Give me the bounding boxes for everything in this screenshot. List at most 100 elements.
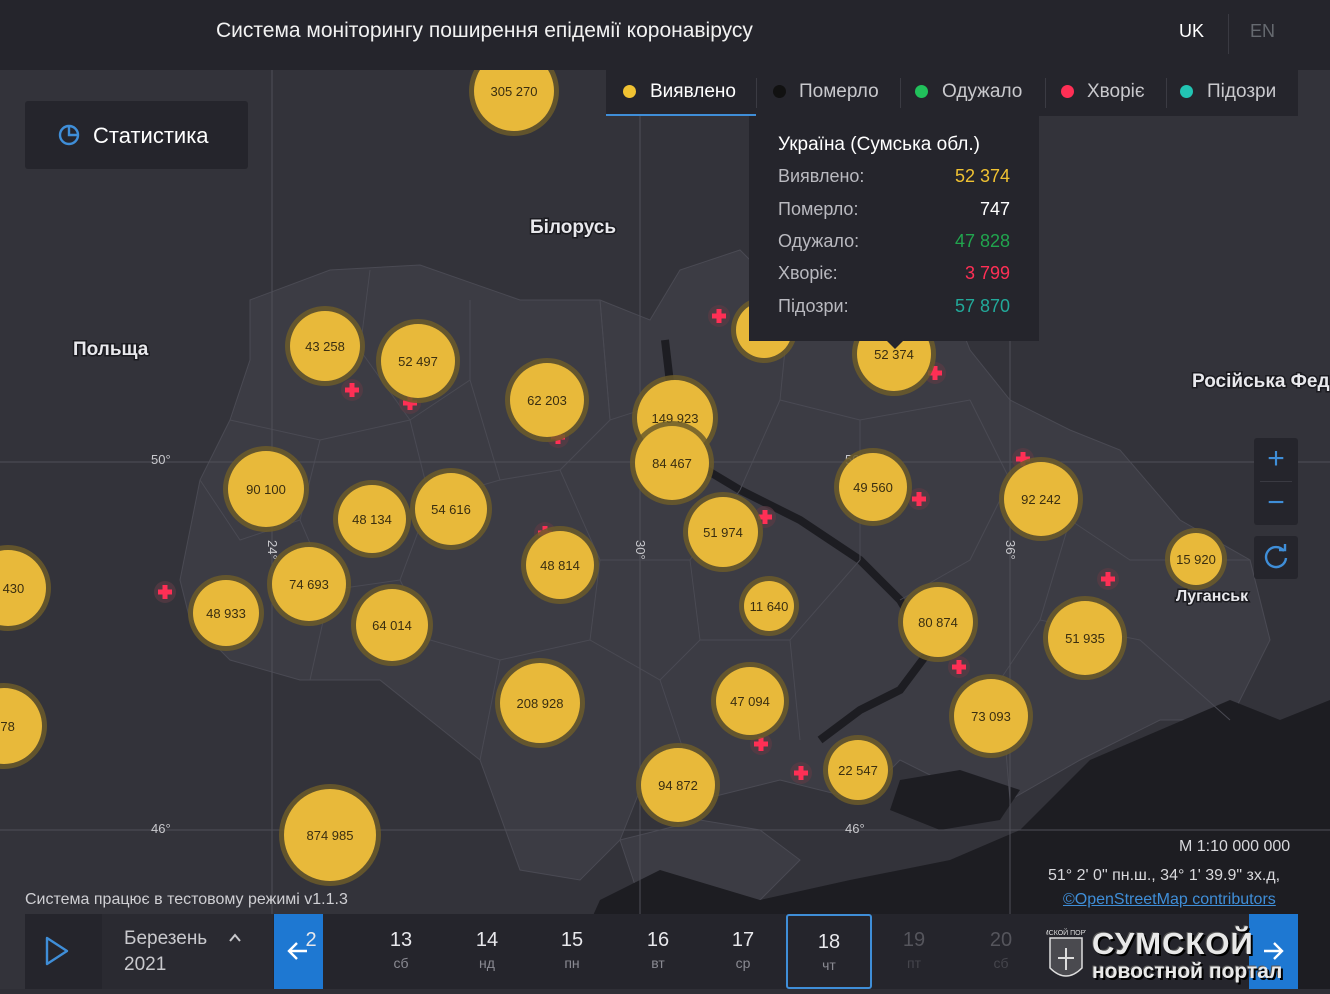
medical-cross-icon[interactable] (948, 656, 970, 678)
cluster-marker[interactable]: 90 100 (223, 446, 309, 532)
cluster-marker[interactable]: 578 (0, 683, 47, 769)
cluster-circle (716, 667, 784, 735)
play-button[interactable] (25, 914, 90, 989)
tab-recovered[interactable]: Одужало (901, 70, 1045, 116)
tab-detected[interactable]: Виявлено (606, 70, 756, 116)
popup-value: 52 374 (954, 166, 1010, 186)
lang-en-button[interactable]: EN (1250, 21, 1276, 41)
tab-sick[interactable]: Хворіє (1046, 70, 1166, 116)
cluster-count: 49 560 (853, 480, 893, 495)
cluster-marker[interactable]: 94 872 (636, 743, 720, 827)
test-mode-notice: Система працює в тестовому режимі v1.1.3 (25, 891, 348, 908)
cluster-count: 22 547 (838, 763, 878, 778)
cluster-circle (641, 748, 715, 822)
day-number: 15 (560, 929, 584, 951)
cluster-marker[interactable]: 48 814 (521, 526, 599, 604)
lang-divider (1228, 14, 1229, 54)
cluster-circle (1048, 601, 1122, 675)
month-selector[interactable]: Березень 2021 (102, 914, 273, 989)
medical-cross-icon[interactable] (708, 305, 730, 327)
cluster-circle (284, 789, 376, 881)
refresh-icon (1264, 544, 1288, 569)
medical-cross-icon[interactable] (790, 762, 812, 784)
map-canvas[interactable]: 50° 50° 46° 46° 24° 30° 36° Білорусь Пол… (0, 70, 1330, 989)
cluster-marker[interactable]: 52 497 (376, 319, 460, 403)
day-item[interactable]: 14 нд (446, 914, 528, 989)
day-item[interactable]: 13 сб (360, 914, 442, 989)
month-label: Березень (124, 928, 208, 949)
tab-active-indicator (606, 114, 756, 116)
cluster-count: 48 134 (352, 512, 392, 527)
cross-bar-v (916, 492, 922, 506)
cluster-marker[interactable]: 51 974 (683, 492, 763, 572)
tab-died[interactable]: Померло (757, 70, 900, 116)
medical-cross-icon[interactable] (1097, 568, 1119, 590)
refresh-button[interactable] (1254, 536, 1298, 579)
popup-label: Підозри: (778, 296, 849, 316)
cluster-marker[interactable]: 305 270 (469, 70, 559, 136)
zoom-in-button[interactable]: + (1267, 442, 1285, 475)
cluster-marker[interactable]: 2 430 (0, 545, 51, 631)
statistics-button[interactable]: Статистика (25, 101, 248, 169)
tab-recovered-label: Одужало (942, 81, 1023, 102)
cluster-marker[interactable]: 47 094 (711, 662, 789, 740)
cross-bar-v (932, 366, 938, 380)
suspected-dot-icon (1180, 85, 1193, 98)
cluster-marker[interactable]: 84 467 (630, 421, 714, 505)
cluster-circle (903, 587, 973, 657)
cluster-marker[interactable]: 208 928 (495, 658, 585, 748)
cluster-count: 64 014 (372, 618, 412, 633)
day-item-selected[interactable]: 18 чт (786, 914, 872, 989)
next-day-button[interactable] (1249, 914, 1298, 989)
cluster-marker[interactable]: 43 258 (285, 306, 365, 386)
cluster-circle (688, 497, 758, 567)
medical-cross-icon[interactable] (154, 581, 176, 603)
cluster-marker[interactable]: 80 874 (898, 582, 978, 662)
day-item[interactable]: 15 пн (531, 914, 613, 989)
medical-cross-icon[interactable] (908, 488, 930, 510)
metric-tabs: Виявлено Померло Одужало Хворіє Підозри (606, 70, 1298, 116)
cross-bar-v (956, 660, 962, 674)
cursor-coordinates: 51° 2' 0" пн.ш., 34° 1' 39.9" зх.д, (1048, 867, 1281, 884)
cluster-marker[interactable]: 49 560 (834, 448, 912, 526)
cluster-count: 51 974 (703, 525, 743, 540)
cluster-marker[interactable]: 64 014 (351, 584, 433, 666)
popup-label: Померло: (778, 199, 859, 219)
cluster-marker[interactable]: 22 547 (823, 735, 893, 805)
tab-suspected[interactable]: Підозри (1167, 70, 1298, 116)
cluster-marker[interactable]: 48 134 (333, 480, 411, 558)
cross-bar-v (716, 309, 722, 323)
label-poland: Польща (73, 339, 149, 360)
day-item[interactable]: 17 ср (702, 914, 784, 989)
cluster-marker[interactable]: 73 093 (949, 674, 1033, 758)
cluster-marker[interactable]: 874 985 (279, 784, 381, 886)
medical-cross-icon[interactable] (341, 379, 363, 401)
cluster-marker[interactable]: 62 203 (505, 358, 589, 442)
prev-day-button[interactable] (274, 914, 323, 989)
cluster-count: 305 270 (491, 84, 538, 99)
cluster-circle (954, 679, 1028, 753)
cluster-circle (0, 550, 46, 626)
year-label: 2021 (124, 954, 167, 975)
osm-attribution-link[interactable]: ©OpenStreetMap contributors (1063, 891, 1276, 908)
tab-divider (756, 78, 757, 108)
tab-died-label: Померло (799, 81, 879, 102)
day-item[interactable]: 16 вт (617, 914, 699, 989)
arrow-left-icon (287, 942, 307, 960)
cluster-marker[interactable]: 74 693 (267, 542, 351, 626)
lang-uk-button[interactable]: UK (1179, 21, 1205, 41)
cluster-marker[interactable]: 48 933 (188, 575, 264, 651)
zoom-out-button[interactable]: − (1267, 486, 1285, 519)
cluster-marker[interactable]: 15 920 (1165, 528, 1227, 590)
tab-detected-label: Виявлено (650, 81, 736, 102)
cluster-count: 2 430 (0, 581, 24, 596)
cluster-marker[interactable]: 92 242 (999, 457, 1083, 541)
watermark-title: СУМСКОЙ (1092, 926, 1254, 961)
region-info-popup: Україна (Сумська обл.) Виявлено: 52 374 … (749, 116, 1039, 349)
cluster-marker[interactable]: 11 640 (739, 576, 799, 636)
cluster-marker[interactable]: 51 935 (1043, 596, 1127, 680)
statistics-label: Статистика (93, 123, 209, 148)
cluster-marker[interactable]: 54 616 (410, 468, 492, 550)
day-item[interactable]: 2 (296, 914, 326, 989)
tab-divider (1166, 78, 1167, 108)
